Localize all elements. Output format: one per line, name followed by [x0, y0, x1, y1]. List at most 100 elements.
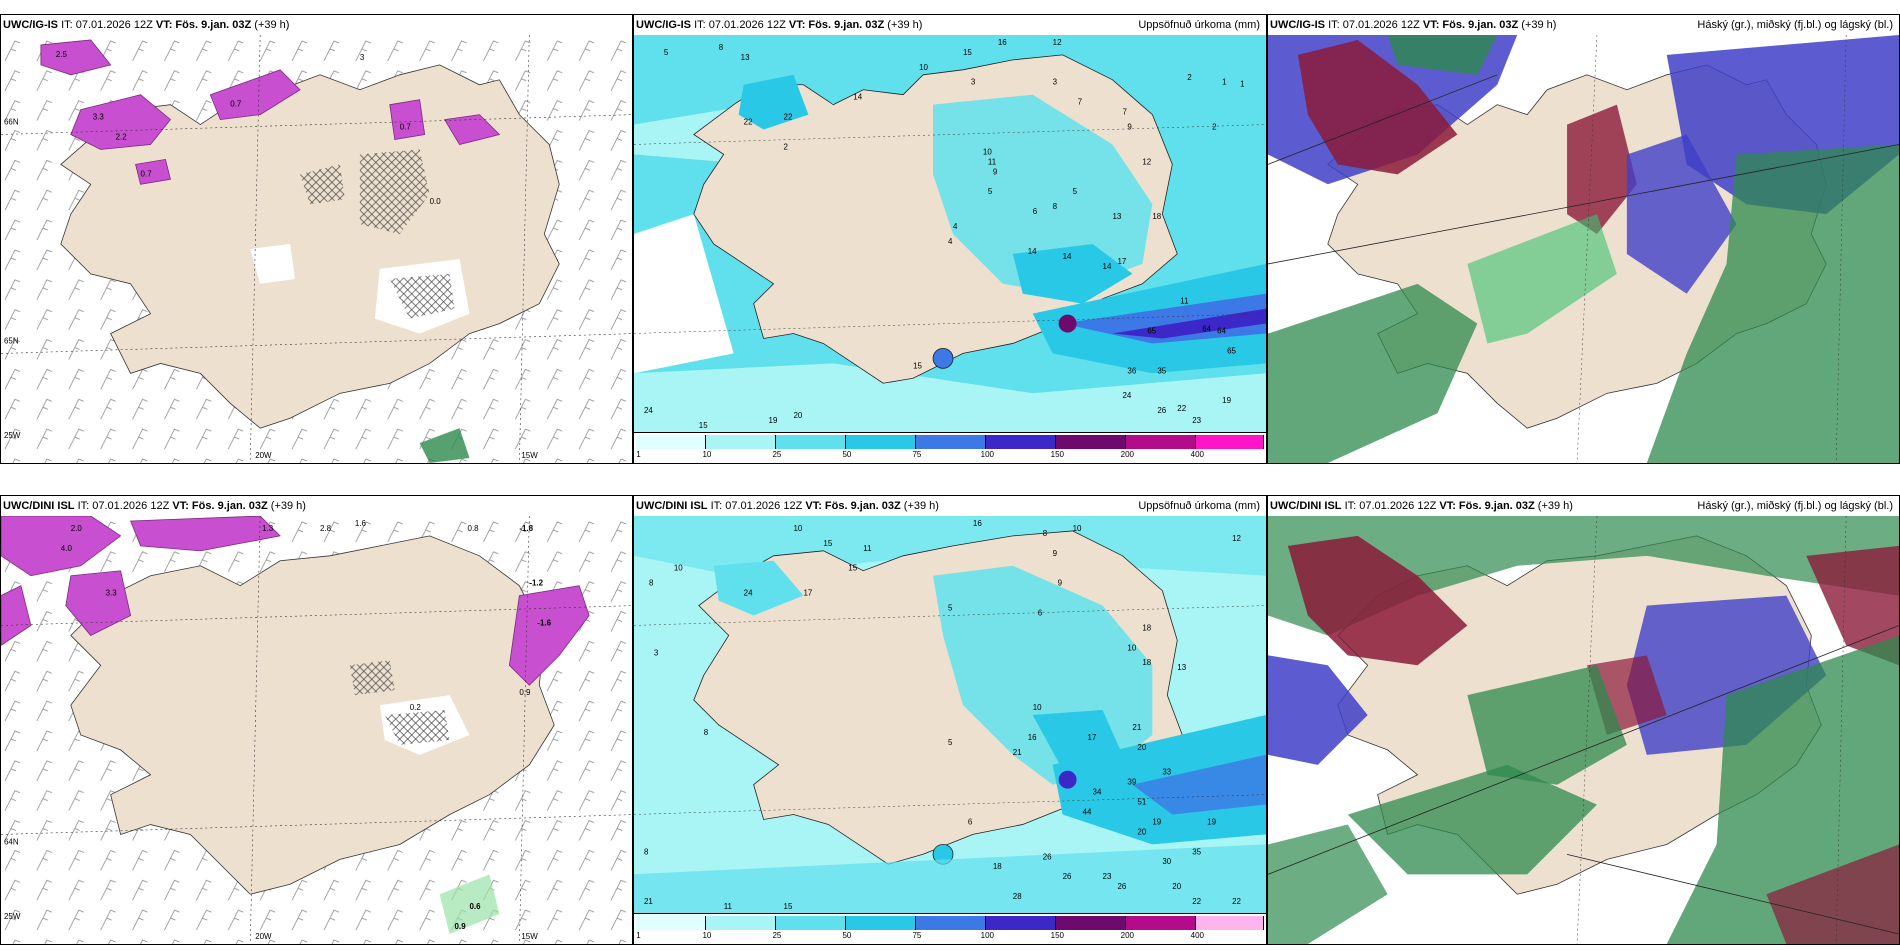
- model-name: UWC/IG-IS: [636, 19, 691, 31]
- colorbar-tick: 400: [1190, 931, 1205, 940]
- precip-value: 3: [654, 648, 659, 657]
- colorbar-segment: [1196, 916, 1264, 930]
- precip-value: 26: [1157, 406, 1166, 415]
- precip-value: 1: [1240, 80, 1245, 89]
- panel-bottom-clouds: UWC/DINI ISL IT: 07.01.2026 12Z VT: Fös.…: [1267, 495, 1900, 945]
- model-name: UWC/DINI ISL: [3, 500, 75, 512]
- colorbar-tick: 1: [636, 931, 641, 940]
- init-time: IT: 07.01.2026 12Z: [694, 19, 786, 31]
- precip-value: 10: [983, 147, 992, 156]
- colorbar-segment: [1056, 916, 1126, 930]
- colorbar-tick: 100: [980, 931, 995, 940]
- precip-value: 16: [1028, 733, 1037, 742]
- field-title: Háský (gr.), miðský (fj.bl.) og lágský (…: [1697, 500, 1893, 512]
- colorbar-top: 1 10 25 50 75 100 150 200 400: [634, 432, 1266, 463]
- colorbar-tick: 25: [772, 931, 782, 940]
- colorbar-tick: 75: [912, 931, 922, 940]
- field-title: Uppsöfnuð úrkoma (mm): [1138, 19, 1260, 31]
- colorbar-tick: 150: [1050, 450, 1065, 459]
- precip-value: 16: [973, 519, 982, 528]
- lead-time: (+39 h): [254, 19, 290, 31]
- precip-value: 6: [968, 817, 973, 826]
- valid-time: Fös. 9.jan. 03Z: [1458, 500, 1535, 512]
- precip-value: 35: [1157, 366, 1166, 375]
- precip-value: 24: [1122, 391, 1131, 400]
- colorbar-tick: 10: [702, 450, 712, 459]
- map-area[interactable]: 3.3 2.2 0.7 0.7 0.7 0.0 2.5 3 20W 15W 66…: [1, 35, 632, 463]
- precip-value: 9: [1058, 579, 1063, 588]
- valid-time: Fös. 9.jan. 03Z: [808, 19, 885, 31]
- lead-time: (+39 h): [1521, 19, 1557, 31]
- precip-value: 15: [784, 902, 793, 911]
- precip-value: 4: [948, 237, 953, 246]
- colorbar-segment: [1056, 435, 1126, 449]
- precip-value: 5: [1073, 187, 1078, 196]
- model-name: UWC/DINI ISL: [636, 500, 708, 512]
- precip-value: 10: [793, 524, 802, 533]
- precip-value: 5: [664, 48, 669, 57]
- colorbar-tick: 50: [842, 931, 852, 940]
- iceland-cloud-map: [1268, 516, 1899, 944]
- precip-value: 10: [1033, 703, 1042, 712]
- precip-value: 8: [704, 728, 709, 737]
- temp-label: 2.8: [320, 524, 332, 533]
- map-area[interactable]: 5 8 13 15 16 12 3 10 14 22 22 2 1 3 7 7 …: [634, 35, 1266, 433]
- precip-value: 8: [1053, 202, 1058, 211]
- valid-time-label: VT:: [172, 500, 189, 512]
- init-time: IT: 07.01.2026 12Z: [77, 500, 170, 512]
- precip-value: 7: [1078, 98, 1083, 107]
- panel-header: UWC/DINI ISL IT: 07.01.2026 12Z VT: Fös.…: [634, 496, 1266, 516]
- precip-value: 51: [1137, 798, 1146, 807]
- lon-label: 25W: [4, 431, 21, 440]
- map-area[interactable]: 2.0 4.0 3.3 1.3 2.8 1.6 0.8 -1.8 -1.2 -1…: [1, 516, 632, 944]
- colorbar-segment: [916, 916, 986, 930]
- precip-value: 18: [1142, 623, 1151, 632]
- precip-value: 26: [1063, 872, 1072, 881]
- precip-value: 20: [793, 411, 802, 420]
- colorbar-segment: [986, 916, 1056, 930]
- init-time: IT: 07.01.2026 12Z: [61, 19, 153, 31]
- precip-value: 8: [644, 847, 649, 856]
- iceland-temperature-map: 2.0 4.0 3.3 1.3 2.8 1.6 0.8 -1.8 -1.2 -1…: [1, 516, 632, 944]
- colorbar-tick: 200: [1120, 931, 1135, 940]
- precip-value: 15: [699, 421, 708, 430]
- temp-label: 4.0: [61, 544, 73, 553]
- precip-value: 3: [1053, 78, 1058, 87]
- precip-value: 11: [863, 544, 872, 553]
- temp-label: 0.9: [455, 922, 467, 931]
- temp-label: 0.7: [400, 123, 412, 132]
- valid-time: Fös. 9.jan. 03Z: [1442, 19, 1519, 31]
- precip-value: 18: [1142, 658, 1151, 667]
- colorbar-tick: 10: [702, 931, 712, 940]
- temp-label: 3.3: [106, 589, 118, 598]
- temp-label: 0.7: [230, 100, 242, 109]
- map-area[interactable]: [1268, 516, 1899, 944]
- lon-label: 15W: [521, 932, 538, 941]
- lon-label: 15W: [521, 451, 538, 460]
- temp-label: 2.0: [71, 524, 83, 533]
- model-name: UWC/IG-IS: [3, 19, 58, 31]
- precip-value: 14: [1028, 247, 1037, 256]
- precip-value: 7: [1122, 108, 1127, 117]
- panel-top-precipitation: UWC/IG-IS IT: 07.01.2026 12Z VT: Fös. 9.…: [633, 14, 1267, 464]
- map-area[interactable]: 10 10 8 15 16 11 17 24 15 10 3 5 8 6 12 …: [634, 516, 1266, 914]
- panel-bottom-precipitation: UWC/DINI ISL IT: 07.01.2026 12Z VT: Fös.…: [633, 495, 1267, 945]
- iceland-precip-map: 5 8 13 15 16 12 3 10 14 22 22 2 1 3 7 7 …: [634, 35, 1266, 433]
- temp-label: 0.0: [430, 197, 442, 206]
- precip-value: 8: [649, 579, 654, 588]
- precip-value: 22: [1192, 897, 1201, 906]
- iceland-land: [70, 535, 555, 895]
- panel-top-temperature: UWC/IG-IS IT: 07.01.2026 12Z VT: Fös. 9.…: [0, 14, 633, 464]
- precip-value: 23: [1192, 416, 1201, 425]
- precip-value: 12: [1232, 534, 1241, 543]
- temp-label: -1.6: [537, 618, 551, 627]
- map-area[interactable]: [1268, 35, 1899, 463]
- precip-value: 11: [1180, 297, 1189, 306]
- precip-value: 12: [1053, 38, 1062, 47]
- iceland-cloud-map: [1268, 35, 1899, 463]
- colorbar-segment: [636, 435, 706, 449]
- precip-value: 30: [1162, 857, 1171, 866]
- colorbar-segment: [1126, 916, 1196, 930]
- temp-label: 0.2: [410, 703, 422, 712]
- lon-label: 20W: [255, 451, 272, 460]
